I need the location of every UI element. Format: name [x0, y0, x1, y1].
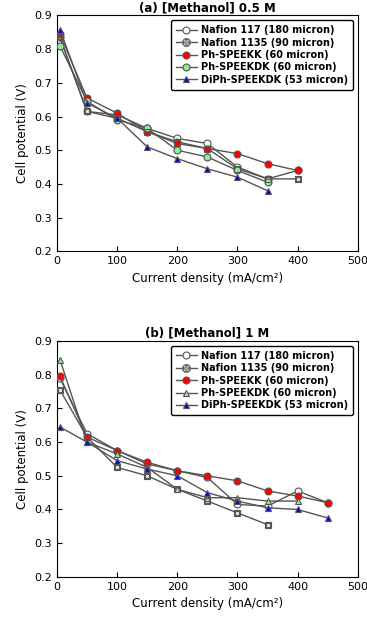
- Title: (b) [Methanol] 1 M: (b) [Methanol] 1 M: [145, 327, 269, 340]
- X-axis label: Current density (mA/cm²): Current density (mA/cm²): [132, 271, 283, 285]
- Title: (a) [Methanol] 0.5 M: (a) [Methanol] 0.5 M: [139, 1, 276, 14]
- Y-axis label: Cell potential (V): Cell potential (V): [16, 409, 29, 509]
- Legend: Nafion 117 (180 micron), Nafion 1135 (90 micron), Ph-SPEEKK (60 micron), Ph-SPEE: Nafion 117 (180 micron), Nafion 1135 (90…: [171, 20, 353, 89]
- Y-axis label: Cell potential (V): Cell potential (V): [16, 83, 29, 183]
- X-axis label: Current density (mA/cm²): Current density (mA/cm²): [132, 597, 283, 610]
- Legend: Nafion 117 (180 micron), Nafion 1135 (90 micron), Ph-SPEEKK (60 micron), Ph-SPEE: Nafion 117 (180 micron), Nafion 1135 (90…: [171, 346, 353, 415]
